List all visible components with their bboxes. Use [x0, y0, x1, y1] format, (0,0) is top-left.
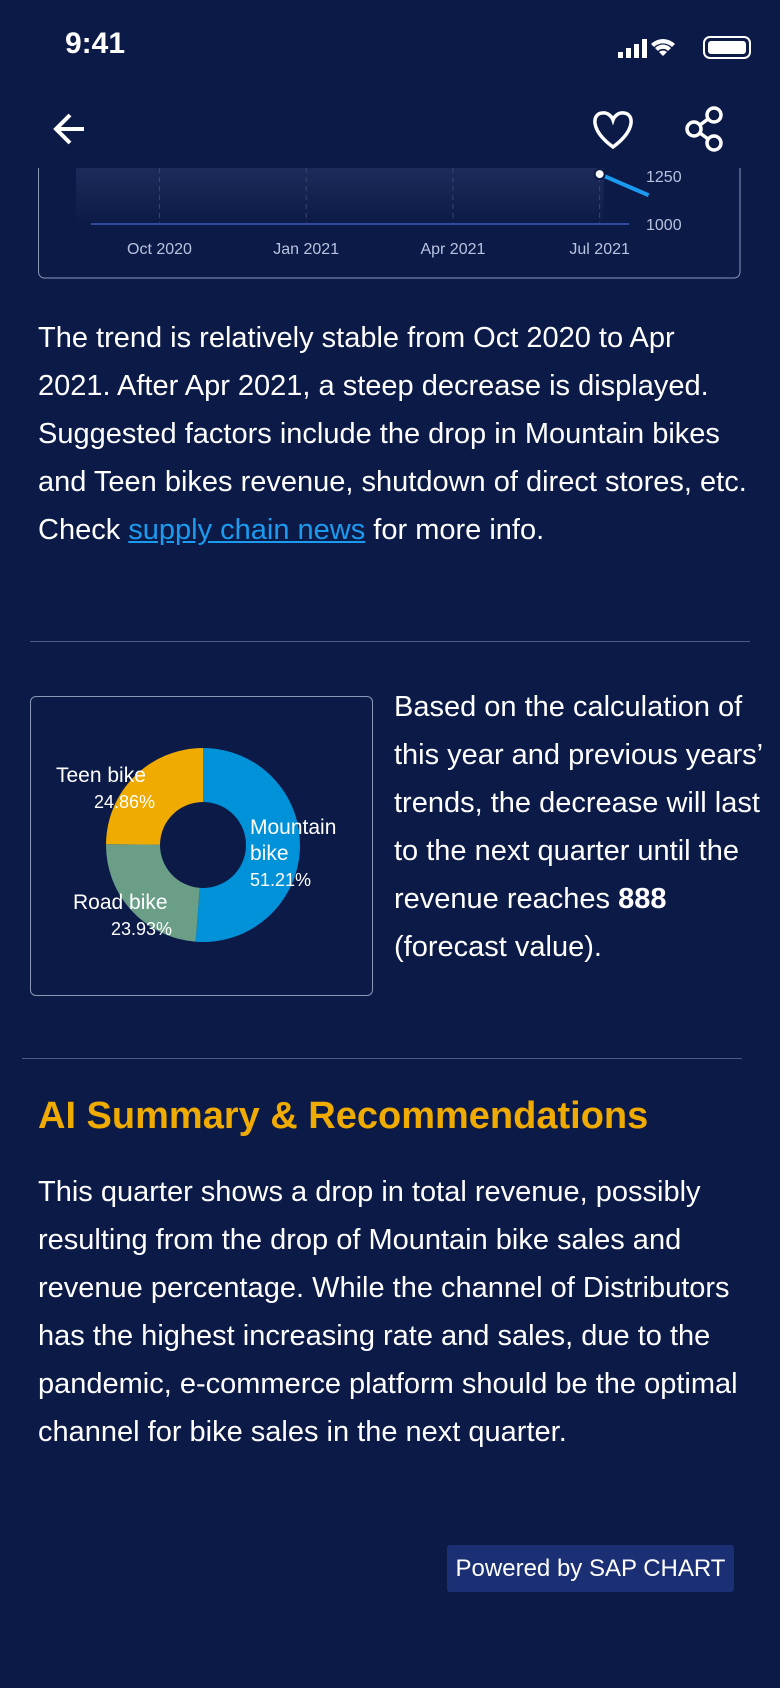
point	[593, 168, 606, 181]
donut-slice	[195, 748, 301, 943]
trend-text: The trend is relatively stable from Oct …	[38, 314, 750, 554]
slice-label: Teen bike 24.86%	[56, 763, 196, 815]
value-label: 23.93%	[111, 919, 173, 939]
category-label: Teen bike	[56, 764, 146, 787]
x-tick-label: Jul 2021	[569, 241, 630, 258]
link[interactable]: supply chain news	[128, 514, 366, 546]
status-icons	[618, 36, 751, 59]
category-label: Road bike	[73, 891, 168, 914]
donut-chart	[105, 748, 301, 943]
forecast-value: 888	[618, 883, 667, 915]
donut-slice	[105, 844, 200, 942]
back-button[interactable]	[53, 113, 84, 145]
text: for more info.	[365, 514, 545, 546]
powered-button[interactable]: Powered by SAP CHART	[447, 1545, 734, 1592]
x-tick-label: Oct 2020	[127, 241, 192, 258]
donut-card	[30, 696, 373, 996]
value-label: 51.21%	[250, 870, 312, 890]
forecast-text: Based on the calculation of this year an…	[394, 683, 764, 971]
x-tick-label: Jan 2021	[273, 241, 339, 258]
share-button[interactable]	[685, 106, 723, 152]
text: Based on the calculation of this year an…	[394, 691, 763, 915]
status-time: 9:41	[65, 27, 126, 60]
divider	[22, 1058, 742, 1059]
line	[598, 172, 650, 198]
divider	[30, 641, 750, 642]
y-tick-label: 1000	[646, 217, 682, 234]
donut-slice	[106, 748, 203, 845]
text: (forecast value).	[394, 931, 602, 963]
summary-text: This quarter shows a drop in total reven…	[38, 1176, 738, 1448]
favorite-button[interactable]	[593, 111, 633, 150]
y-tick-label: 1250	[646, 169, 682, 186]
summary-title: AI Summary & Recommendations	[38, 1095, 649, 1137]
category-label: Mountain bike	[250, 816, 337, 865]
slice-label: Mountain bike 51.21%	[250, 815, 360, 893]
slice-label: Road bike 23.93%	[73, 890, 213, 942]
nav-bar	[53, 106, 723, 152]
value-label: 24.86%	[94, 792, 156, 812]
x-tick-label: Apr 2021	[420, 241, 485, 258]
text: The trend is relatively stable from Oct …	[38, 322, 747, 546]
trend-chart: Oct 2020 Jan 2021 Apr 2021 Jul 2021 1000 1250	[38, 168, 741, 279]
